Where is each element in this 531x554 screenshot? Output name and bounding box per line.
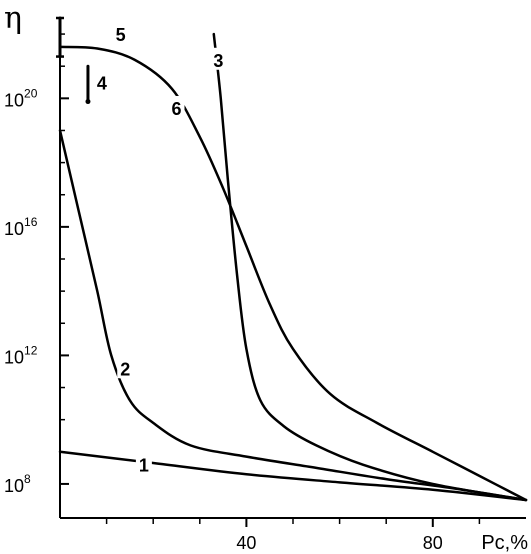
series-1-label-bg [135,452,152,475]
series-3-line [212,32,528,502]
series-2-line [58,129,528,502]
y-tick-label: 1012 [4,343,38,367]
series-1-line [58,450,528,502]
x-tick-label: 80 [423,533,443,553]
series-4-label-bg [93,70,110,93]
series-1-label: 1 [139,456,149,476]
y-tick-label: 108 [4,472,31,496]
series-6-line [58,45,528,502]
series-2-label-bg [117,356,134,379]
axes: 108 1012 1016 1020 40 80 Pc,% η [4,1,528,554]
series-4-label: 4 [97,73,107,93]
series-3-label: 3 [213,51,223,71]
series-3-label-bg [210,47,227,70]
series-5-label: 5 [116,25,126,45]
y-tick-label: 1016 [4,215,38,239]
x-tick-label: 40 [236,533,256,553]
series-4-endpoint [85,99,91,105]
series-2-label: 2 [120,359,130,379]
labels: 1 2 3 4 5 6 [93,22,227,476]
series-6-label: 6 [171,99,181,119]
x-axis-title: Pc,% [481,532,528,554]
y-axis-title: η [4,1,22,36]
curves [56,16,528,502]
series-6-label-bg [168,95,185,118]
y-tick-label: 1020 [4,86,38,110]
series-5-label-bg [112,22,129,45]
